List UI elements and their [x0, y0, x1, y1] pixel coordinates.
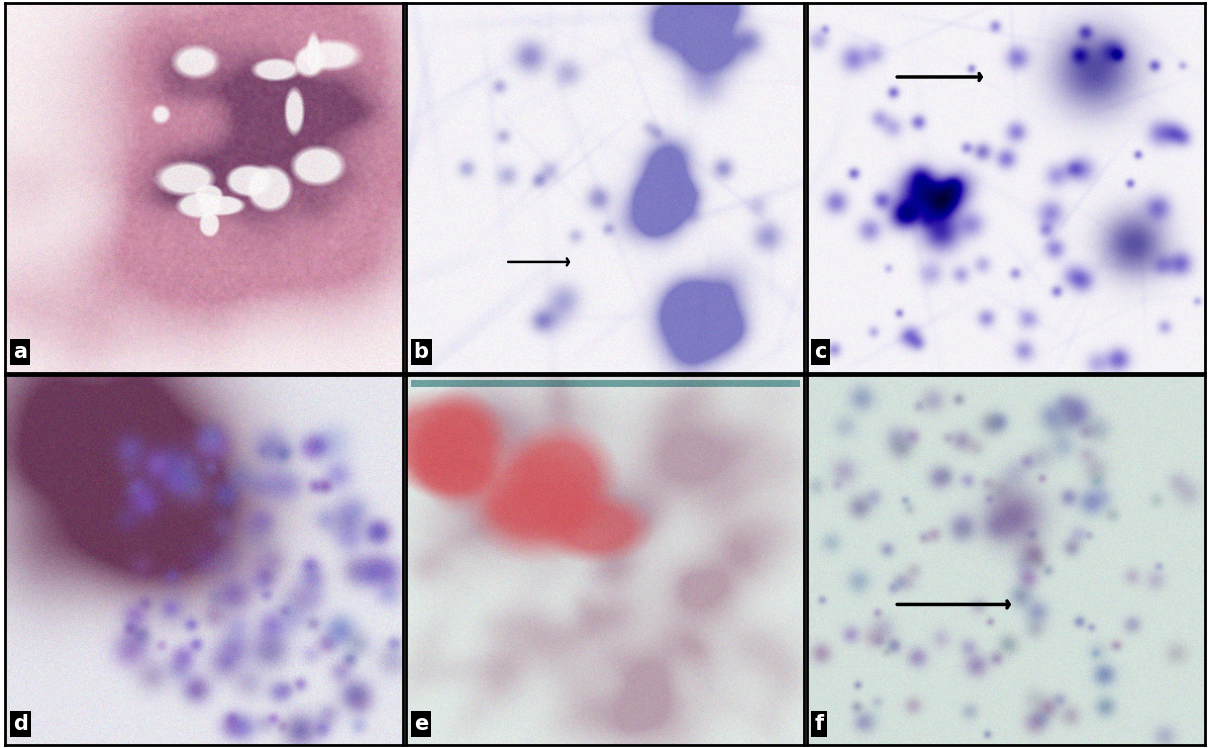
Text: c: c [814, 342, 826, 362]
Text: b: b [414, 342, 428, 362]
Text: f: f [814, 714, 824, 734]
Text: a: a [13, 342, 27, 362]
Text: e: e [414, 714, 428, 734]
Text: d: d [13, 714, 28, 734]
